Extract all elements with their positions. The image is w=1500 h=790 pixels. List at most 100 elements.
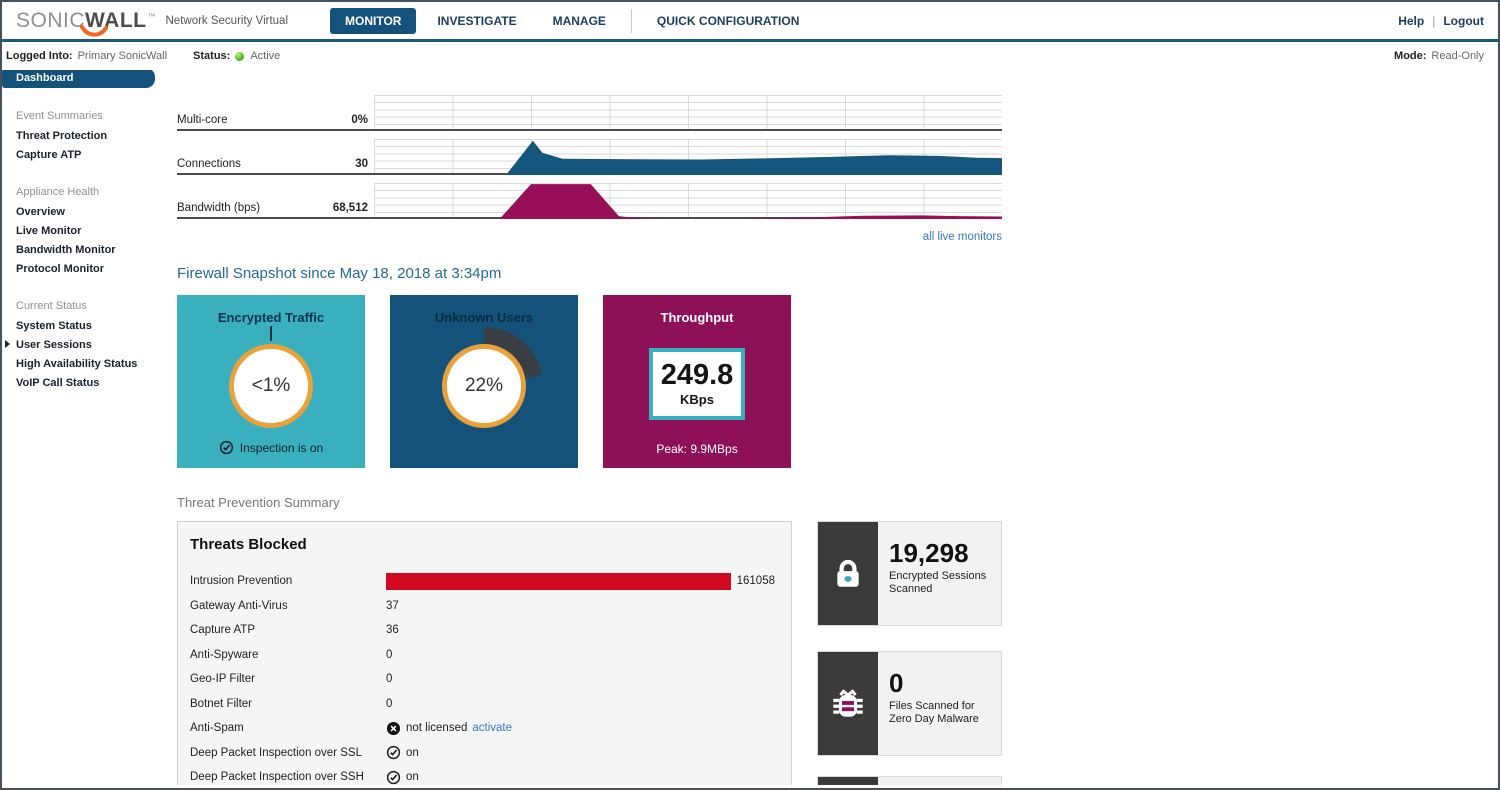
logo-trademark: ™ xyxy=(147,11,156,21)
bug-icon-tile xyxy=(818,652,878,755)
connections-value: 30 xyxy=(355,158,368,170)
multicore-value: 0% xyxy=(351,114,368,126)
gauge-needle xyxy=(270,326,272,341)
multicore-label: Multi-core xyxy=(177,114,228,126)
logged-into-value: Primary SonicWall xyxy=(77,50,168,62)
stat-card-partial-icon-tile xyxy=(818,777,878,785)
bug-icon xyxy=(833,688,863,717)
sonicwall-logo: SONIC WALL ™ xyxy=(16,8,156,37)
throughput-title: Throughput xyxy=(660,310,734,325)
throughput-value: 249.8 xyxy=(660,359,734,391)
multicore-row: Multi-core 0% xyxy=(177,95,1498,131)
threat-row-gateway-antivirus: Gateway Anti-Virus 37 xyxy=(190,599,399,612)
threat-row-dpi-ssl: Deep Packet Inspection over SSL on xyxy=(190,746,419,760)
bandwidth-value: 68,512 xyxy=(332,202,368,214)
zero-day-files-card: 0 Files Scanned for Zero Day Malware xyxy=(817,651,1002,756)
activate-link[interactable]: activate xyxy=(472,722,513,735)
status-bar: Logged Into: Primary SonicWall Status: A… xyxy=(2,42,1498,70)
tab-monitor[interactable]: MONITOR xyxy=(330,7,417,34)
chevron-right-icon xyxy=(5,340,10,348)
all-live-monitors-link[interactable]: all live monitors xyxy=(922,231,1002,243)
status-value: Active xyxy=(250,50,281,62)
logo-text-sonic: SONIC xyxy=(16,8,86,32)
connections-label: Connections xyxy=(177,158,241,170)
logo-swoosh-icon xyxy=(80,24,108,37)
throughput-card: Throughput 249.8 KBps Peak: 9.9MBps xyxy=(603,295,791,468)
sidebar-item-user-sessions[interactable]: User Sessions xyxy=(2,335,172,354)
sidebar-item-capture-atp[interactable]: Capture ATP xyxy=(16,148,82,161)
bandwidth-row: Bandwidth (bps) 68,512 xyxy=(177,183,1498,219)
threat-row-geo-ip-filter: Geo-IP Filter 0 xyxy=(190,673,393,686)
sidebar-section-appliance-health: Appliance Health xyxy=(16,186,100,198)
threat-row-intrusion-prevention: Intrusion Prevention 161058 xyxy=(190,569,775,594)
intrusion-prevention-bar xyxy=(386,572,731,590)
link-separator: | xyxy=(1432,13,1436,28)
encrypted-traffic-value: <1% xyxy=(229,344,313,428)
connections-row: Connections 30 xyxy=(177,139,1498,175)
sidebar-item-system-status[interactable]: System Status xyxy=(16,319,92,332)
multicore-chart xyxy=(374,95,1002,131)
zero-day-files-value: 0 xyxy=(889,668,904,698)
inspection-status-text: Inspection is on xyxy=(239,440,324,455)
sidebar-item-threat-protection[interactable]: Threat Protection xyxy=(16,129,108,142)
threat-prevention-summary-heading: Threat Prevention Summary xyxy=(177,495,340,510)
main-nav-tabs: MONITOR INVESTIGATE MANAGE QUICK CONFIGU… xyxy=(330,7,820,34)
stat-cards-column: 19,298 Encrypted Sessions Scanned xyxy=(817,521,1002,785)
cross-circle-icon xyxy=(386,721,401,735)
threats-blocked-panel: Threats Blocked Intrusion Prevention 161… xyxy=(177,521,792,785)
sidebar-item-bandwidth-monitor[interactable]: Bandwidth Monitor xyxy=(16,243,116,256)
sidebar-section-current-status: Current Status xyxy=(16,300,87,312)
threat-row-anti-spyware: Anti-Spyware 0 xyxy=(190,648,393,661)
dashboard-main: Multi-core 0% Connections 30 Bandwidth (… xyxy=(172,70,1498,785)
mode-label: Mode: xyxy=(1394,50,1427,62)
unknown-users-card: Unknown Users 22% xyxy=(390,295,578,468)
sidebar-item-high-availability-status[interactable]: High Availability Status xyxy=(16,357,138,370)
mode-value: Read-Only xyxy=(1431,50,1484,62)
check-circle-icon xyxy=(386,770,401,784)
threat-row-botnet-filter: Botnet Filter 0 xyxy=(190,697,393,710)
bandwidth-label: Bandwidth (bps) xyxy=(177,202,261,214)
connections-chart xyxy=(374,139,1002,175)
sidebar-item-overview[interactable]: Overview xyxy=(16,205,65,218)
encrypted-sessions-card: 19,298 Encrypted Sessions Scanned xyxy=(817,521,1002,626)
check-circle-icon xyxy=(219,440,233,455)
bandwidth-chart xyxy=(374,183,1002,219)
threat-row-capture-atp: Capture ATP 36 xyxy=(190,624,399,637)
check-circle-icon xyxy=(386,746,401,760)
throughput-unit: KBps xyxy=(680,392,714,407)
status-label: Status: xyxy=(193,50,231,62)
sidebar-section-event-summaries: Event Summaries xyxy=(16,110,103,122)
throughput-peak: Peak: 9.9MBps xyxy=(656,442,738,456)
sidebar-item-live-monitor[interactable]: Live Monitor xyxy=(16,224,82,237)
encrypted-sessions-value: 19,298 xyxy=(889,538,969,568)
product-name: Network Security Virtual xyxy=(165,14,289,27)
lock-icon xyxy=(837,559,859,587)
stat-card-partial xyxy=(817,776,1002,785)
threat-row-dpi-ssh: Deep Packet Inspection over SSH on xyxy=(190,770,419,784)
sidebar-item-dashboard[interactable]: Dashboard xyxy=(2,70,155,88)
tab-investigate[interactable]: INVESTIGATE xyxy=(437,13,517,28)
logout-link[interactable]: Logout xyxy=(1443,13,1484,28)
encrypted-sessions-label: Encrypted Sessions Scanned xyxy=(889,570,987,596)
encrypted-traffic-card: Encrypted Traffic <1% Inspection is on xyxy=(177,295,365,468)
unknown-users-title: Unknown Users xyxy=(434,310,534,325)
threats-blocked-title: Threats Blocked xyxy=(190,536,307,553)
top-right-links: Help | Logout xyxy=(1398,14,1484,28)
sidebar-item-voip-call-status[interactable]: VoIP Call Status xyxy=(16,376,100,389)
tab-quick-configuration[interactable]: QUICK CONFIGURATION xyxy=(656,13,800,28)
unknown-users-value: 22% xyxy=(442,344,526,428)
lock-icon-tile xyxy=(818,522,878,625)
status-active-icon xyxy=(235,51,245,61)
tab-manage[interactable]: MANAGE xyxy=(552,13,606,28)
firewall-snapshot-heading: Firewall Snapshot since May 18, 2018 at … xyxy=(177,265,502,282)
threat-row-anti-spam: Anti-Spam not licensed activate xyxy=(190,721,513,735)
zero-day-files-label: Files Scanned for Zero Day Malware xyxy=(889,700,979,726)
sidebar-item-protocol-monitor[interactable]: Protocol Monitor xyxy=(16,262,104,275)
encrypted-traffic-title: Encrypted Traffic xyxy=(217,310,325,325)
help-link[interactable]: Help xyxy=(1398,13,1425,28)
logo-text-wall: WALL xyxy=(85,8,147,32)
throughput-value-box: 249.8 KBps xyxy=(649,348,745,420)
nav-divider xyxy=(630,8,632,33)
logged-into-label: Logged Into: xyxy=(6,50,73,62)
top-navigation-bar: SONIC WALL ™ Network Security Virtual MO… xyxy=(2,2,1498,42)
